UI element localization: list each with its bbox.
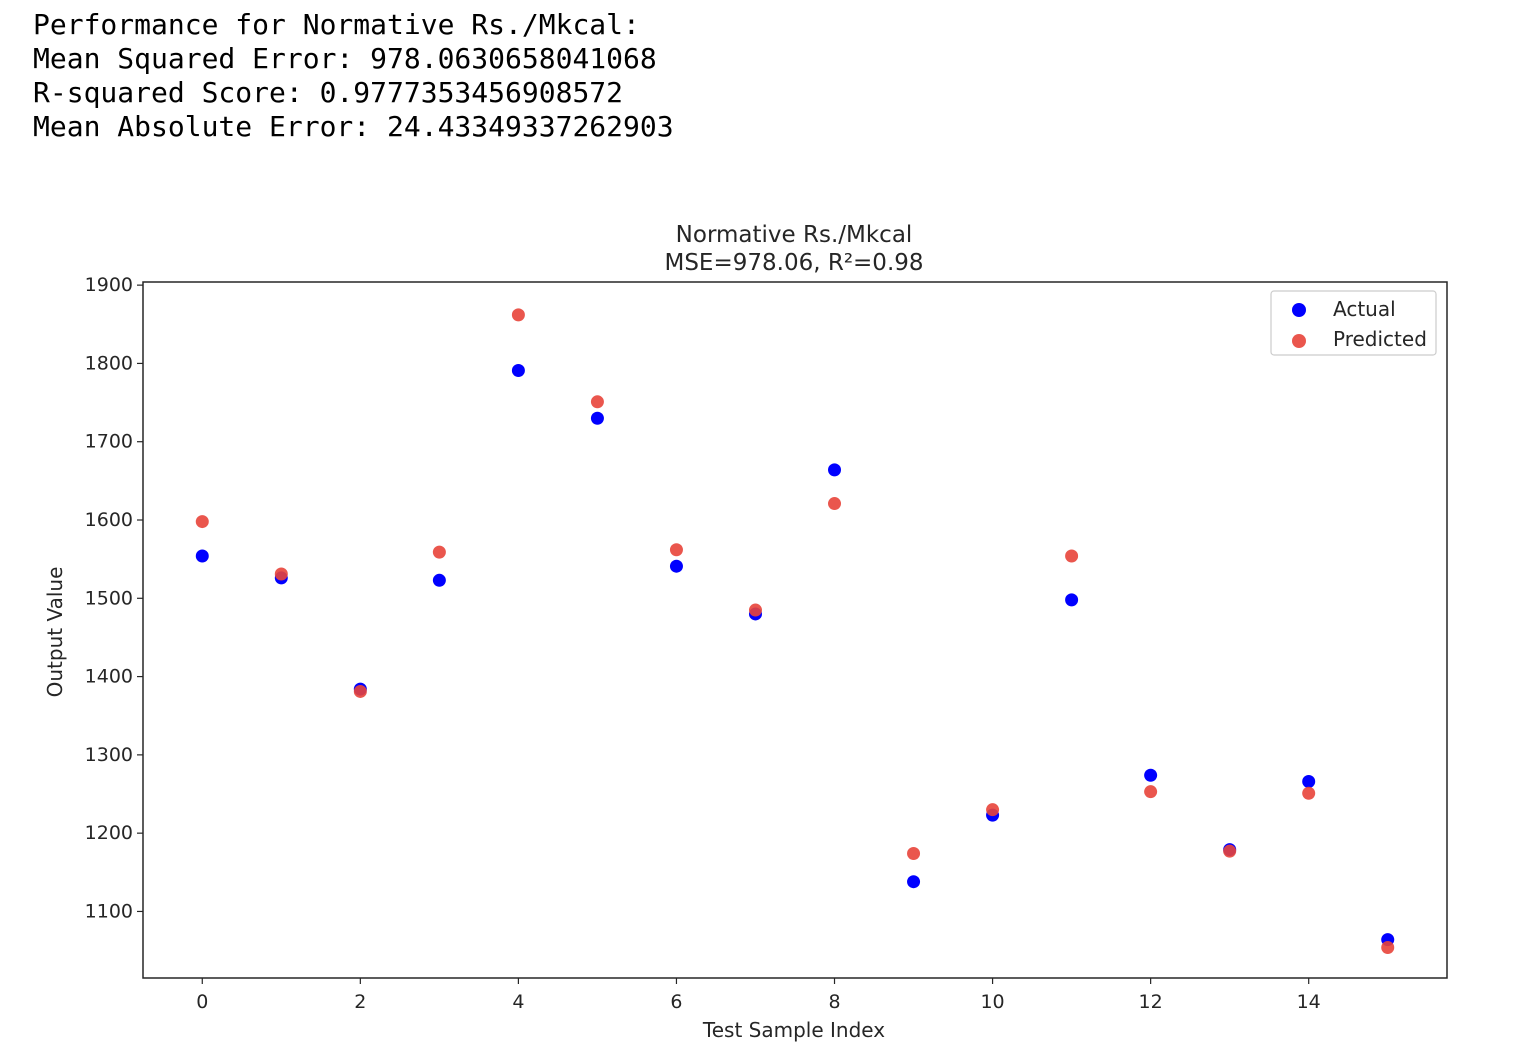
y-tick-label: 1600: [85, 509, 133, 531]
x-tick-label: 8: [828, 991, 840, 1013]
point-predicted: [986, 803, 1000, 817]
chart-subtitle: MSE=978.06, R²=0.98: [664, 250, 923, 276]
x-axis: 0 2 4 6 8 10 12 14: [196, 978, 1321, 1013]
point-predicted: [432, 545, 446, 559]
output-line-mse: Mean Squared Error: 978.0630658041068: [33, 42, 657, 75]
x-tick-label: 14: [1297, 991, 1321, 1013]
point-actual: [828, 463, 842, 477]
point-predicted: [748, 603, 762, 617]
point-actual: [511, 363, 525, 377]
x-tick-label: 0: [196, 991, 208, 1013]
data-points: [195, 308, 1395, 954]
point-actual: [195, 549, 209, 563]
x-tick-label: 4: [512, 991, 524, 1013]
point-predicted: [1144, 785, 1158, 799]
point-predicted: [511, 308, 525, 322]
point-predicted: [353, 684, 367, 698]
output-line-header: Performance for Normative Rs./Mkcal:: [33, 8, 640, 41]
y-tick-label: 1400: [85, 666, 133, 688]
point-actual: [590, 411, 604, 425]
point-actual: [1302, 774, 1316, 788]
y-tick-label: 1100: [85, 900, 133, 922]
point-actual: [669, 559, 683, 573]
y-tick-label: 1500: [85, 587, 133, 609]
plot-area: [142, 281, 1448, 979]
point-predicted: [907, 847, 921, 861]
console-output: Performance for Normative Rs./Mkcal: Mean…: [33, 8, 674, 144]
point-predicted: [669, 543, 683, 557]
point-actual: [1065, 593, 1079, 607]
point-predicted: [274, 567, 288, 581]
y-tick-label: 1900: [85, 274, 133, 296]
x-axis-label: Test Sample Index: [702, 1018, 885, 1042]
legend-box: [1270, 290, 1437, 356]
point-actual: [432, 573, 446, 587]
legend-label-actual: Actual: [1333, 297, 1396, 321]
output-line-mae: Mean Absolute Error: 24.43349337262903: [33, 110, 674, 143]
chart-title: Normative Rs./Mkcal: [676, 222, 913, 248]
y-tick-label: 1200: [85, 822, 133, 844]
x-tick-label: 10: [980, 991, 1004, 1013]
y-tick-label: 1300: [85, 744, 133, 766]
point-predicted: [828, 497, 842, 511]
x-tick-label: 2: [354, 991, 366, 1013]
y-axis: 1100 1200 1300 1400 1500 1600 1700 1800 1900: [85, 274, 143, 922]
point-predicted: [1302, 786, 1316, 800]
point-predicted: [590, 395, 604, 409]
x-tick-label: 6: [670, 991, 682, 1013]
legend: Actual Predicted: [1270, 290, 1437, 356]
y-axis-label: Output Value: [43, 567, 67, 698]
point-predicted: [1065, 549, 1079, 563]
output-line-r2: R-squared Score: 0.9777353456908572: [33, 76, 624, 109]
y-tick-label: 1700: [85, 431, 133, 453]
legend-marker-actual: [1292, 303, 1306, 317]
y-tick-label: 1800: [85, 352, 133, 374]
point-actual: [1144, 768, 1158, 782]
point-actual: [907, 875, 921, 889]
x-tick-label: 12: [1139, 991, 1163, 1013]
point-predicted: [1381, 940, 1395, 954]
legend-label-predicted: Predicted: [1333, 327, 1427, 351]
legend-marker-predicted: [1292, 334, 1306, 348]
point-predicted: [195, 515, 209, 529]
point-predicted: [1223, 844, 1237, 858]
